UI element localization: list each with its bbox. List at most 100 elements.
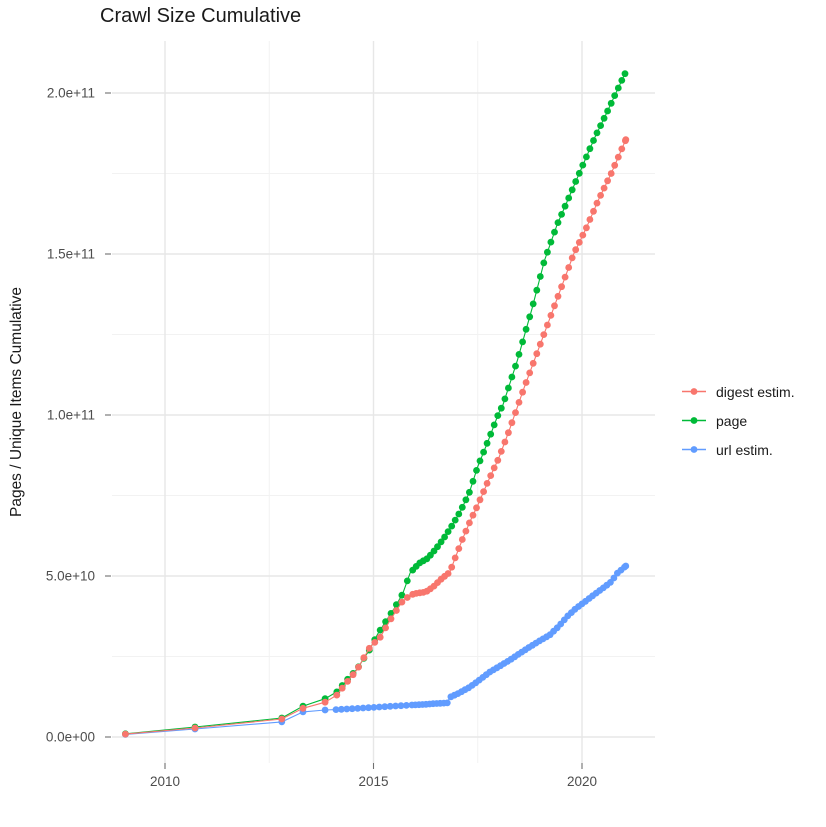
data-point-digest-estim: [469, 511, 477, 519]
data-point-page: [558, 211, 565, 218]
data-point-page: [398, 591, 406, 599]
data-point-url-estim: [386, 702, 394, 710]
legend: digest estim. page url estim.: [681, 377, 795, 464]
data-point-page: [529, 300, 537, 308]
data-point-page: [480, 448, 487, 456]
data-point-page: [565, 194, 573, 202]
data-point-page: [575, 169, 583, 177]
data-point-page: [501, 395, 509, 403]
data-point-digest-estim: [505, 429, 512, 437]
data-point-page: [469, 477, 477, 485]
data-point-digest-estim: [376, 633, 384, 641]
data-point-page: [387, 610, 395, 617]
legend-key-url-estim-icon: [682, 446, 706, 453]
data-point-page: [561, 202, 569, 210]
data-point-page: [434, 543, 441, 551]
legend-key-dot: [690, 446, 698, 453]
data-point-page: [483, 439, 491, 447]
data-point-url-estim: [397, 702, 405, 710]
data-point-digest-estim: [494, 456, 502, 464]
data-point-digest-estim: [533, 350, 541, 358]
legend-key-digest-icon: [682, 388, 706, 395]
data-point-page: [572, 178, 580, 185]
data-point-page: [382, 618, 389, 626]
data-point-page: [544, 248, 551, 256]
data-point-digest-estim: [540, 331, 548, 338]
data-point-page: [497, 404, 505, 412]
data-point-page: [554, 219, 562, 227]
data-point-page: [614, 84, 622, 92]
data-point-page: [597, 122, 604, 129]
data-point-digest-estim: [512, 409, 519, 416]
data-point-url-estim: [332, 706, 340, 713]
data-point-digest-estim: [299, 704, 307, 712]
data-point-page: [586, 145, 594, 153]
legend-key-dot: [690, 388, 698, 395]
data-point-digest-estim: [508, 419, 516, 427]
y-tick-label: 2.0e+11: [47, 86, 95, 101]
data-point-digest-estim: [349, 671, 357, 679]
data-point-digest-estim: [382, 624, 389, 632]
data-point-digest-estim: [572, 246, 580, 254]
data-point-digest-estim: [483, 480, 491, 487]
data-point-page: [551, 228, 558, 236]
data-point-page: [451, 516, 459, 524]
data-point-page: [519, 338, 526, 346]
data-point-digest-estim: [403, 594, 411, 601]
data-point-page: [593, 129, 601, 137]
data-point-digest-estim: [558, 283, 565, 291]
data-point-page: [376, 626, 384, 634]
data-point-digest-estim: [490, 464, 498, 472]
data-point-digest-estim: [466, 519, 473, 527]
data-point-digest-estim: [497, 448, 505, 455]
data-point-digest-estim: [604, 177, 611, 185]
data-point-page: [607, 99, 615, 107]
data-point-page: [490, 421, 498, 429]
data-point-digest-estim: [393, 607, 400, 614]
data-point-page: [512, 362, 519, 370]
data-point-digest-estim: [597, 192, 604, 199]
data-point-digest-estim: [611, 161, 619, 169]
data-point-page: [533, 286, 541, 294]
data-point-page: [568, 186, 576, 194]
data-point-digest-estim: [622, 136, 630, 144]
data-point-digest-estim: [547, 312, 555, 319]
data-point-digest-estim: [501, 438, 509, 446]
data-point-page: [444, 528, 452, 535]
data-point-url-estim: [381, 703, 389, 711]
data-point-digest-estim: [600, 184, 608, 192]
data-point-digest-estim: [519, 388, 526, 396]
data-point-url-estim: [370, 704, 378, 711]
data-point-url-estim: [321, 706, 329, 714]
data-point-digest-estim: [607, 170, 615, 177]
data-point-digest-estim: [583, 224, 590, 232]
data-point-digest-estim: [526, 369, 534, 377]
data-point-digest-estim: [568, 254, 576, 262]
data-point-page: [540, 259, 548, 267]
data-point-digest-estim: [561, 273, 569, 281]
data-point-digest-estim: [451, 554, 459, 562]
data-point-digest-estim: [529, 359, 537, 367]
data-point-page: [618, 77, 626, 84]
data-point-digest-estim: [614, 153, 622, 161]
data-point-digest-estim: [487, 472, 495, 479]
data-point-url-estim: [443, 699, 451, 707]
legend-item-page: page: [681, 406, 795, 435]
y-tick-label: 5.0e+10: [46, 569, 95, 584]
data-point-url-estim: [338, 705, 345, 713]
data-point-page: [403, 577, 411, 585]
data-point-url-estim: [365, 704, 372, 712]
data-point-page: [505, 384, 512, 392]
data-point-url-estim: [375, 703, 383, 711]
legend-key-dot: [690, 417, 698, 424]
data-point-digest-estim: [593, 199, 601, 207]
data-point-page: [515, 351, 523, 358]
data-point-digest-estim: [444, 570, 452, 577]
data-point-digest-estim: [554, 292, 562, 300]
legend-key-page-icon: [682, 417, 706, 424]
data-point-digest-estim: [565, 264, 573, 271]
data-point-digest-estim: [590, 207, 597, 215]
data-point-page: [441, 533, 448, 541]
